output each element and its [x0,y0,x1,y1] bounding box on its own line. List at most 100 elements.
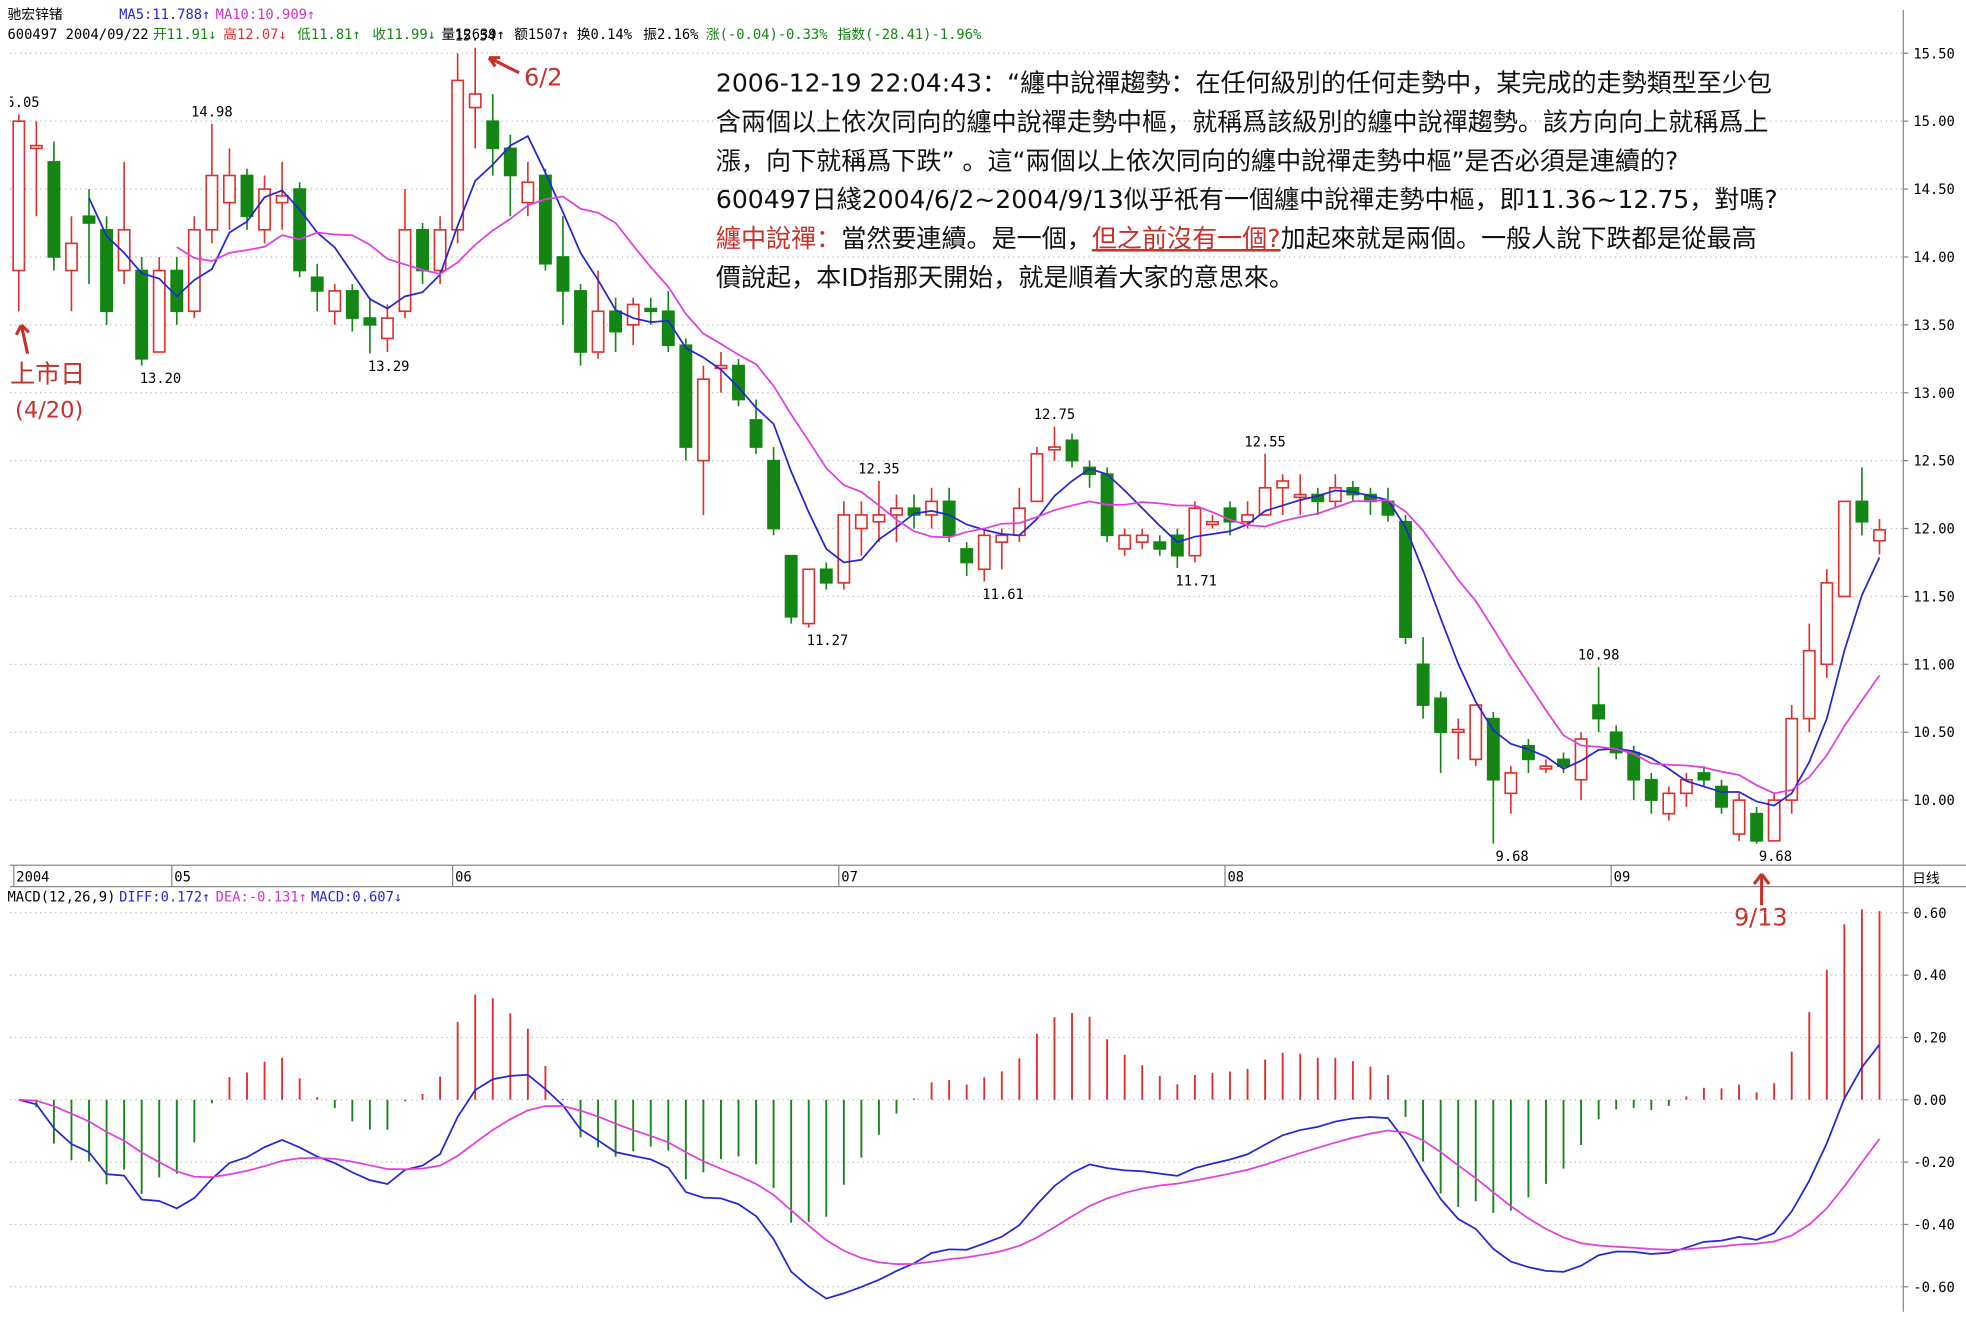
candle-body [1539,765,1553,770]
y-tick-label: 12.00 [1913,522,1954,538]
period: 日线 [1912,871,1940,887]
low-label: 11.71 [1175,573,1216,589]
candle-body [1820,582,1834,666]
candle-body [1223,507,1237,523]
y-tick-label: 12.50 [1913,454,1954,470]
candle-body [1135,534,1149,543]
note-line: 纏中說禪：當然要連續。是一個，但之前沒有一個?加起來就是兩個。一般人說下跌都是從… [716,224,1757,253]
candle-body [1697,772,1711,781]
note-line: 2006-12-19 22:04:43：“纏中說禪趨勢：在任何級別的任何走勢中，… [716,69,1772,98]
candle-body [1486,717,1500,781]
candle-body [556,256,570,292]
candle-body [1328,486,1342,503]
y-tick-label: 14.50 [1913,182,1954,198]
y-tick-label: 0.00 [1913,1093,1946,1109]
y-tick-label: 0.60 [1913,906,1946,922]
high-label: 12.35 [858,461,899,477]
y-tick-label: 13.00 [1913,386,1954,402]
candle-body [1592,704,1606,720]
candle-body [398,228,412,313]
candle-body [1205,520,1219,526]
candle-body [152,269,166,353]
macd-legend: DIFF:0.172↑ [119,890,210,906]
candle-body [1855,500,1869,523]
y-tick-label: -0.40 [1913,1217,1954,1233]
ma-legend: MA5:11.788↑ [119,7,210,23]
candle-body [1451,728,1465,734]
candle-body [310,276,324,292]
candle-body [977,534,991,571]
high-label: 15.54 [454,28,495,44]
candle-body [1188,507,1202,557]
candle-body [433,228,447,272]
candle-body [135,269,149,360]
stock-name: 驰宏锌锗 [8,7,63,23]
candle-body [819,568,833,584]
candle-body [47,161,61,258]
candle-body [1715,785,1728,808]
candle-body [12,120,26,272]
quote: 高12.07↓ [223,26,287,43]
candle-body [1574,738,1588,781]
high-label: 10.98 [1578,648,1619,664]
header: 驰宏锌锗 MA5:11.788↑ MA10:10.909↑ 600497 200… [8,7,1940,906]
candle-body [1732,799,1746,835]
high-label: 12.75 [1034,407,1075,423]
high-label: 15.05 [0,95,40,111]
candle-body [328,290,342,313]
candle-body [591,310,605,353]
candle-body [802,568,816,625]
candle-body [995,534,1009,543]
candle-body [1469,704,1483,761]
low-label: 9.68 [1496,849,1529,865]
arrow [487,56,520,75]
candle-body [907,507,921,516]
axes: 15.50 15.00 14.50 14.00 13.50 13.00 12.50 12.00… [13,46,1955,1296]
annotation: 上市日 [10,359,85,388]
quote: 额1507↑ [514,27,569,43]
y-tick-label: 11.00 [1913,657,1954,673]
y-tick-label: 14.00 [1913,250,1954,266]
candle-body [679,344,693,448]
macd-legend: MACD:0.607↓ [311,890,402,906]
candle-body [1627,751,1641,781]
note-seg: 加起來就是兩個。一般人說下跌都是從最高 [1281,224,1757,253]
candle-body [1679,778,1693,795]
y-tick-label: 10.00 [1913,793,1954,809]
note-seg: 但之前沒有一個? [1092,224,1281,253]
candle-body [29,144,43,150]
arrow [14,323,30,354]
candle-body [1276,480,1290,489]
ma-line [176,195,1881,795]
candle-body [696,378,710,462]
candle-body [837,514,851,584]
candle-body [1802,649,1816,720]
candle-body [416,228,429,272]
candle-body [644,307,658,313]
candle-body [1065,439,1079,462]
low-label: 11.61 [982,587,1023,603]
candle-body [1609,731,1623,754]
candle-body [1170,534,1184,557]
quote: 换0.14% [577,26,633,43]
candle-body [1399,520,1412,638]
low-label: 9.68 [1759,849,1792,865]
candle-body [960,548,974,564]
y-tick-label: -0.60 [1913,1280,1954,1296]
candle-body [1504,772,1518,795]
quote: 600497 2004/09/22 [8,27,149,43]
x-tick-label: 06 [455,870,472,886]
quote: 低11.81↑ [297,27,361,43]
candle-body [258,188,272,231]
arrows [14,56,1771,906]
note-seg: 當然要連續。是一個， [841,224,1092,253]
candle-body [486,120,500,150]
candle-body [275,195,289,204]
note-line: 含兩個以上依次同向的纏中說禪走勢中樞，就稱爲該級別的纏中說禪趨勢。該方向向上就稱… [716,107,1769,136]
candle-body [205,174,219,231]
note-line: 價說起，本ID指那天開始，就是順着大家的意思來。 [716,263,1294,292]
annotation: 6/2 [524,63,562,91]
candle-body [170,269,184,313]
candle-body [468,93,482,109]
ma-legend: MA10:10.909↑ [216,7,316,23]
